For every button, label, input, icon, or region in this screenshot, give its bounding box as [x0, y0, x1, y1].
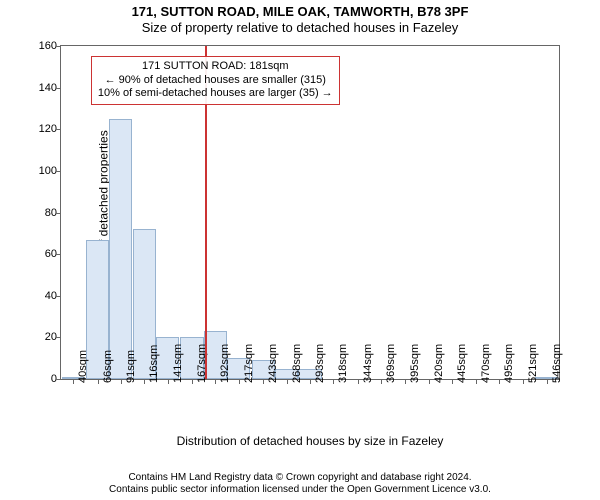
annotation-box: 171 SUTTON ROAD: 181sqm← 90% of detached…	[91, 56, 340, 105]
x-tick-mark	[287, 379, 288, 384]
x-tick-label: 40sqm	[77, 350, 89, 383]
x-tick-mark	[523, 379, 524, 384]
x-tick-mark	[121, 379, 122, 384]
x-tick-mark	[168, 379, 169, 384]
x-tick-label: 344sqm	[362, 344, 374, 383]
y-tick-mark	[56, 296, 61, 297]
x-tick-label: 521sqm	[527, 344, 539, 383]
x-tick-label: 192sqm	[219, 344, 231, 383]
y-tick-mark	[56, 129, 61, 130]
x-tick-label: 293sqm	[314, 344, 326, 383]
y-tick-mark	[56, 254, 61, 255]
x-tick-mark	[144, 379, 145, 384]
x-tick-mark	[381, 379, 382, 384]
x-tick-mark	[73, 379, 74, 384]
y-tick-mark	[56, 171, 61, 172]
x-tick-label: 141sqm	[172, 344, 184, 383]
x-tick-label: 243sqm	[267, 344, 279, 383]
x-tick-mark	[98, 379, 99, 384]
title-sub: Size of property relative to detached ho…	[0, 20, 600, 35]
annotation-line: 10% of semi-detached houses are larger (…	[98, 87, 333, 101]
y-tick-mark	[56, 337, 61, 338]
x-tick-label: 420sqm	[433, 344, 445, 383]
annotation-line: ← 90% of detached houses are smaller (31…	[98, 74, 333, 88]
y-tick-mark	[56, 88, 61, 89]
x-tick-mark	[358, 379, 359, 384]
x-tick-mark	[476, 379, 477, 384]
x-tick-mark	[215, 379, 216, 384]
y-tick-mark	[56, 213, 61, 214]
x-tick-mark	[547, 379, 548, 384]
x-tick-label: 217sqm	[243, 344, 255, 383]
footer-line-2: Contains public sector information licen…	[0, 484, 600, 496]
x-tick-label: 395sqm	[409, 344, 421, 383]
x-tick-mark	[192, 379, 193, 384]
x-axis-label: Distribution of detached houses by size …	[61, 434, 559, 448]
x-tick-mark	[310, 379, 311, 384]
histogram-bar	[109, 119, 132, 379]
annotation-line: 171 SUTTON ROAD: 181sqm	[98, 60, 333, 74]
x-tick-label: 318sqm	[337, 344, 349, 383]
x-tick-label: 116sqm	[148, 345, 160, 383]
y-tick-mark	[56, 46, 61, 47]
plot-area: Number of detached properties Distributi…	[60, 45, 560, 380]
x-tick-label: 66sqm	[102, 350, 114, 383]
x-tick-label: 369sqm	[385, 344, 397, 383]
x-tick-mark	[239, 379, 240, 384]
x-tick-mark	[452, 379, 453, 384]
x-tick-label: 445sqm	[456, 344, 468, 383]
title-main: 171, SUTTON ROAD, MILE OAK, TAMWORTH, B7…	[0, 4, 600, 19]
x-tick-mark	[333, 379, 334, 384]
x-tick-label: 470sqm	[480, 344, 492, 383]
chart-titles: 171, SUTTON ROAD, MILE OAK, TAMWORTH, B7…	[0, 0, 600, 35]
x-tick-mark	[499, 379, 500, 384]
x-tick-mark	[405, 379, 406, 384]
x-tick-mark	[263, 379, 264, 384]
footer-line-1: Contains HM Land Registry data © Crown c…	[0, 472, 600, 484]
x-tick-label: 91sqm	[125, 350, 137, 383]
y-tick-mark	[56, 379, 61, 380]
chart-area: Number of detached properties Distributi…	[50, 40, 580, 420]
footer-attribution: Contains HM Land Registry data © Crown c…	[0, 472, 600, 496]
x-tick-label: 546sqm	[551, 344, 563, 383]
x-tick-mark	[429, 379, 430, 384]
x-tick-label: 495sqm	[503, 344, 515, 383]
x-tick-label: 268sqm	[291, 344, 303, 383]
